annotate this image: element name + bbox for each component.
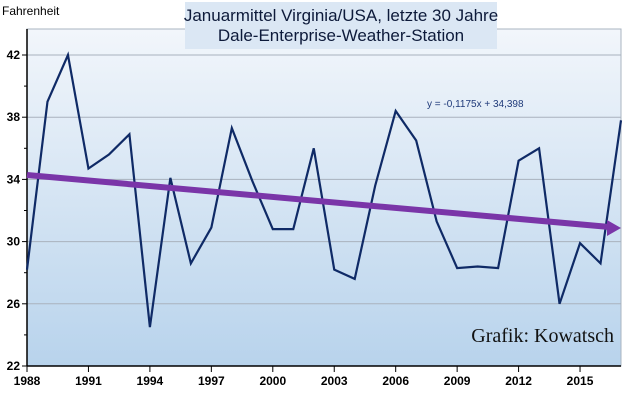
plot-area: [26, 28, 622, 367]
x-tick-label: 2003: [321, 374, 348, 388]
x-tick-label: 1991: [75, 374, 102, 388]
y-tick-label: 42: [7, 48, 21, 62]
title-box: [185, 2, 497, 49]
trendline-equation: y = -0,1175x + 34,398: [427, 99, 524, 110]
x-tick-label: 1997: [198, 374, 225, 388]
x-tick-label: 2000: [259, 374, 286, 388]
x-tick-label: 1994: [137, 374, 164, 388]
y-tick-label: 38: [7, 110, 21, 124]
credit-text: Grafik: Kowatsch: [471, 325, 614, 347]
trendline-arrowhead-icon: [607, 220, 621, 237]
y-axis-label: Fahrenheit: [2, 4, 60, 18]
x-tick-label: 2006: [382, 374, 409, 388]
y-tick-label: 30: [7, 235, 21, 249]
x-tick-label: 2009: [444, 374, 471, 388]
x-tick-label: 2012: [505, 374, 532, 388]
chart-title: Januarmittel Virginia/USA, letzte 30 Jah…: [184, 6, 498, 25]
y-tick-label: 34: [7, 172, 21, 186]
data-line: [25, 51, 623, 328]
x-tick-label: 1988: [14, 374, 41, 388]
x-tick-label: 2015: [567, 374, 594, 388]
y-tick-label: 26: [7, 297, 21, 311]
y-tick-label: 22: [7, 359, 21, 373]
trendline: [26, 172, 612, 231]
chart-subtitle: Dale-Enterprise-Weather-Station: [218, 26, 464, 45]
